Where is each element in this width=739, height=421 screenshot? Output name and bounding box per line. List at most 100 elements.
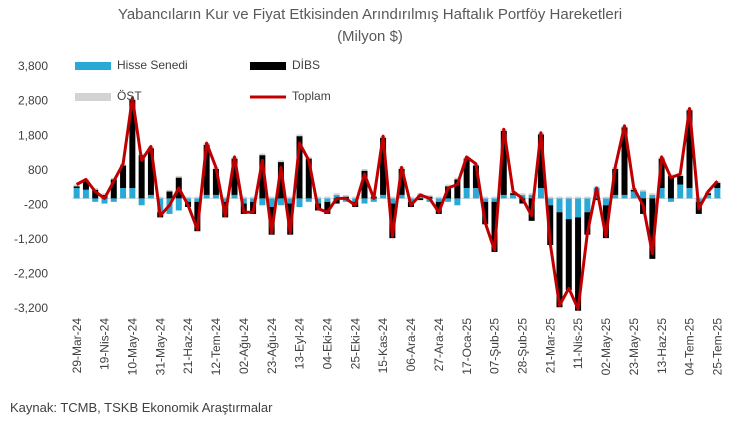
y-tick-label: -2,200	[14, 267, 48, 281]
bar	[315, 196, 322, 199]
bar	[575, 198, 582, 218]
bar	[621, 194, 628, 199]
y-tick-label: -1,200	[14, 232, 48, 246]
bar	[705, 194, 712, 199]
y-tick-label: -200	[24, 197, 48, 211]
bar	[398, 194, 405, 199]
y-tick-label: 800	[28, 163, 48, 177]
bar	[175, 198, 182, 211]
bar	[166, 191, 173, 199]
x-tick-label: 02-Ağu-24	[237, 318, 251, 374]
y-tick-label: 3,800	[18, 59, 48, 73]
x-tick-label: 27-Ara-24	[432, 318, 446, 372]
x-tick-label: 21-Haz-24	[181, 318, 195, 374]
legend-swatch	[250, 62, 286, 70]
bar	[324, 196, 331, 199]
x-tick-label: 06-Ara-24	[404, 318, 418, 372]
bar	[101, 198, 108, 204]
bar	[250, 198, 257, 202]
bar	[482, 198, 489, 202]
bar	[185, 196, 192, 199]
bar	[203, 194, 210, 199]
bar	[129, 188, 136, 199]
bar	[407, 196, 414, 199]
bar	[686, 188, 693, 199]
x-tick-label: 04-Tem-25	[683, 318, 697, 376]
bar	[602, 196, 609, 199]
bar	[491, 201, 498, 252]
bar	[463, 188, 470, 199]
bar	[426, 194, 433, 197]
legend-label: ÖST	[117, 89, 142, 103]
bar	[630, 191, 637, 199]
bar	[649, 198, 656, 259]
bar	[510, 193, 517, 195]
bar	[417, 198, 424, 201]
bar	[584, 198, 591, 213]
bar	[240, 196, 247, 199]
bar	[157, 196, 164, 199]
x-tick-label: 25-Eki-24	[348, 318, 362, 370]
bar	[640, 189, 647, 192]
x-tick-label: 10-May-24	[126, 318, 140, 376]
legend-swatch	[75, 62, 111, 70]
bar	[324, 201, 331, 214]
bar	[222, 196, 229, 199]
bar	[482, 196, 489, 199]
bar	[259, 198, 266, 206]
x-tick-label: 04-Eki-24	[321, 318, 335, 370]
bar	[361, 198, 368, 204]
x-tick-label: 15-Kas-24	[376, 318, 390, 374]
line	[75, 96, 719, 311]
y-tick-label: 1,800	[18, 128, 48, 142]
bar	[556, 212, 563, 308]
bar	[537, 188, 544, 199]
bar	[454, 198, 461, 206]
bar	[194, 198, 201, 202]
bar	[454, 179, 461, 199]
bar	[361, 170, 368, 199]
bar	[602, 198, 609, 206]
bar	[73, 186, 80, 188]
bar	[435, 201, 442, 214]
bar	[510, 194, 517, 199]
bar	[602, 205, 609, 239]
bar	[612, 168, 619, 195]
bar	[138, 155, 145, 199]
x-tick-label: 25-Tem-25	[711, 318, 725, 376]
x-tick-label: 13-Eyl-24	[293, 318, 307, 370]
x-tick-label: 23-May-25	[627, 318, 641, 376]
bar	[500, 130, 507, 195]
bar	[491, 196, 498, 199]
bar	[92, 189, 99, 199]
bar	[398, 168, 405, 195]
bar	[259, 155, 266, 199]
legend-label: Toplam	[292, 89, 331, 103]
bar	[491, 198, 498, 202]
bar	[212, 168, 219, 195]
bar	[463, 158, 470, 188]
bar	[250, 196, 257, 199]
bar	[380, 137, 387, 195]
bar	[547, 205, 554, 246]
bar	[667, 198, 674, 202]
bar	[714, 182, 721, 188]
x-tick-label: 28-Şub-25	[516, 318, 530, 374]
bar	[547, 196, 554, 199]
chart-title: Yabancıların Kur ve Fiyat Etkisinden Arı…	[117, 6, 623, 45]
bar	[472, 188, 479, 199]
bar	[287, 196, 294, 199]
y-tick-label: 2,800	[18, 94, 48, 108]
bar	[649, 194, 656, 199]
bar	[287, 198, 294, 204]
x-tick-label: 29-Mar-24	[70, 318, 84, 374]
y-tick-label: -3,200	[14, 301, 48, 315]
x-tick-label: 02-May-25	[599, 318, 613, 376]
bar	[120, 188, 127, 199]
bar	[185, 198, 192, 202]
bar	[584, 212, 591, 235]
bar	[120, 165, 127, 188]
bar	[361, 168, 368, 171]
